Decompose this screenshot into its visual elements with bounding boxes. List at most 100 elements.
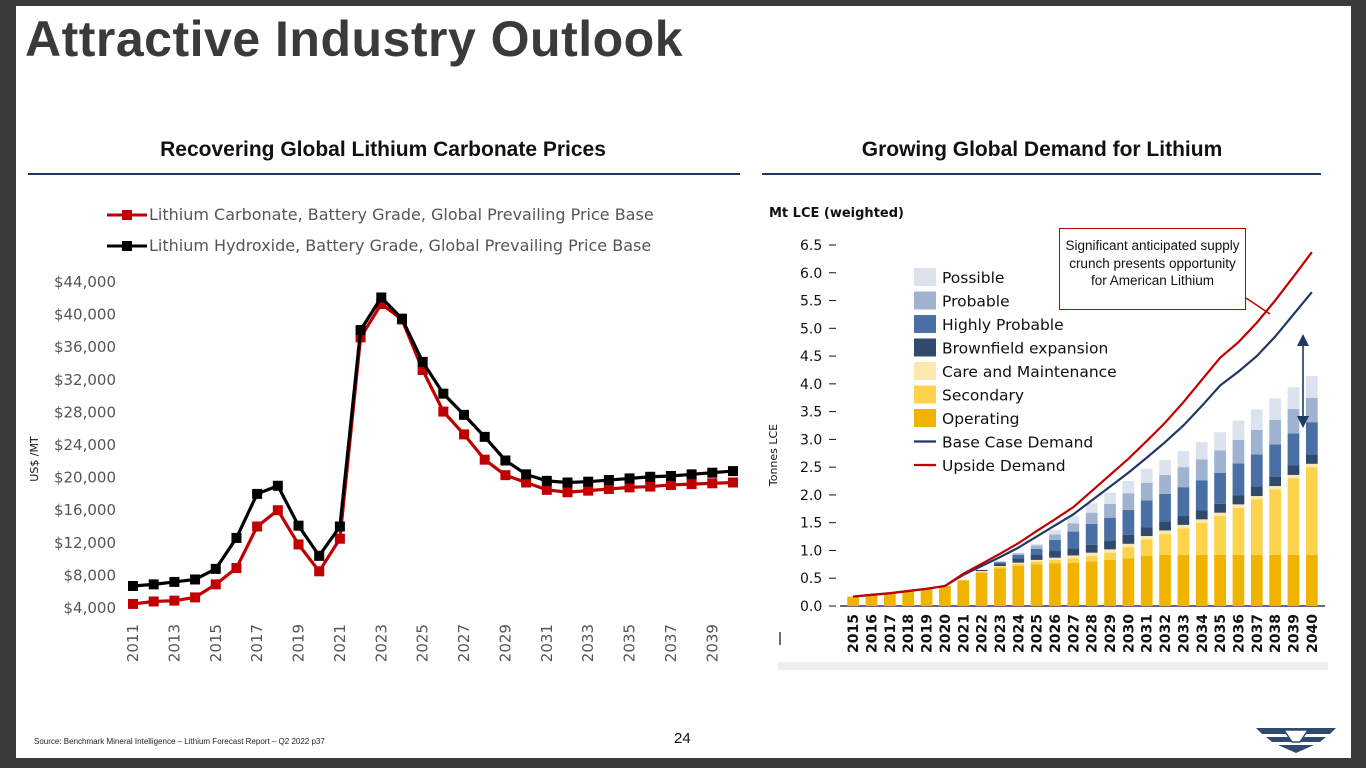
demand-bar-segment	[1030, 543, 1043, 546]
demand-bar-segment	[1030, 548, 1043, 555]
demand-x-tick-label: 2026	[1048, 614, 1064, 653]
demand-bar-segment	[1159, 554, 1171, 606]
gap-arrow-down-head	[1297, 416, 1309, 428]
demand-bar-segment	[1159, 474, 1171, 494]
demand-bar-segment	[902, 591, 915, 606]
demand-bar-segment	[1122, 543, 1135, 548]
price-point	[417, 356, 428, 367]
demand-bar-segment	[1122, 558, 1135, 606]
demand-bar-segment	[1214, 450, 1226, 473]
demand-legend-label: Secondary	[942, 387, 1024, 405]
demand-y-tick-label: 3.5	[800, 405, 822, 421]
demand-bar-segment	[1250, 496, 1263, 500]
demand-bar-segment	[1030, 554, 1043, 560]
demand-bar-segment	[1067, 516, 1080, 524]
demand-bar-segment	[1067, 558, 1080, 563]
demand-x-tick-label: 2029	[1103, 614, 1119, 653]
price-point	[707, 467, 718, 478]
price-y-tick-label: $24,000	[54, 436, 116, 454]
demand-bar-segment	[1232, 554, 1245, 606]
demand-x-tick-label: 2040	[1305, 614, 1321, 653]
price-point	[645, 471, 656, 482]
right-section-title: Growing Global Demand for Lithium	[861, 138, 1223, 161]
price-point	[334, 521, 345, 532]
demand-y-tick-label: 6.0	[800, 266, 822, 282]
demand-bar-segment	[1067, 523, 1080, 532]
price-x-tick-label: 2029	[496, 624, 514, 662]
price-x-tick-label: 2021	[331, 624, 349, 662]
price-point	[396, 313, 407, 324]
demand-legend-label: Brownfield expansion	[942, 340, 1108, 358]
demand-bar-segment	[1177, 528, 1190, 555]
demand-legend-swatch	[914, 338, 936, 357]
demand-bar-segment	[994, 566, 1006, 569]
demand-bar-segment	[1305, 376, 1318, 398]
demand-bar-segment	[883, 593, 896, 606]
demand-x-tick-label: 2016	[865, 614, 881, 653]
demand-legend-label: Probable	[942, 293, 1010, 311]
demand-bar-segment	[1012, 552, 1025, 554]
demand-bar-segment	[1250, 499, 1263, 555]
price-point	[293, 520, 304, 531]
price-series-line	[132, 294, 734, 588]
demand-bar-segment	[1214, 554, 1226, 606]
demand-bar-segment	[1269, 554, 1282, 606]
demand-x-tick-label: 2035	[1213, 614, 1229, 653]
demand-bar-segment	[1104, 549, 1116, 553]
price-x-tick-label: 2013	[165, 624, 183, 662]
demand-x-tick-label: 2036	[1231, 614, 1247, 653]
price-point	[355, 325, 366, 336]
demand-legend-swatch	[914, 315, 936, 333]
price-legend-label: Lithium Hydroxide, Battery Grade, Global…	[149, 236, 651, 255]
price-point	[562, 477, 573, 488]
demand-bar-segment	[1067, 531, 1080, 549]
demand-bar-segment	[1122, 481, 1135, 494]
demand-bar-segment	[1232, 439, 1245, 464]
demand-x-tick-label: 2030	[1121, 614, 1137, 653]
price-line-chart: $4,000 $8,000 $12,000 $16,000 $20,000 $24,000…	[28, 205, 738, 662]
price-point	[603, 484, 614, 495]
demand-x-tick-label: 2037	[1250, 614, 1266, 653]
demand-y-tick-label: 5.5	[800, 294, 822, 310]
price-x-tick-label: 2017	[248, 624, 266, 662]
demand-bar-segment	[1250, 486, 1263, 497]
price-point	[603, 475, 614, 486]
price-point	[148, 579, 159, 590]
demand-bar-segment	[1104, 559, 1116, 606]
price-point	[293, 539, 304, 550]
gap-arrow-up-head	[1297, 334, 1309, 346]
demand-bar-segment	[1067, 562, 1080, 606]
page-number: 24	[674, 730, 691, 747]
price-point	[541, 484, 552, 495]
demand-bar-segment	[939, 586, 951, 606]
page-title: Attractive Industry Outlook	[25, 11, 684, 67]
demand-x-tick-label: 2039	[1286, 614, 1302, 653]
demand-bar-segment	[1030, 545, 1043, 549]
price-point	[686, 479, 697, 490]
demand-bar-segment	[1195, 510, 1208, 520]
demand-bar-segment	[1232, 420, 1245, 440]
demand-y-tick-label: 4.0	[800, 377, 822, 393]
demand-x-tick-label: 2027	[1066, 614, 1082, 653]
demand-bar-segment	[1214, 516, 1226, 555]
price-point	[728, 466, 738, 477]
demand-x-tick-label: 2031	[1140, 614, 1156, 653]
price-point	[231, 532, 242, 543]
demand-bar-segment	[1214, 512, 1226, 517]
price-point	[624, 482, 635, 493]
price-y-tick-label: $36,000	[54, 338, 116, 356]
demand-x-tick-label: 2023	[993, 614, 1009, 653]
demand-legend-label: Upside Demand	[942, 457, 1066, 475]
demand-bar-segment	[975, 571, 988, 572]
price-point	[252, 488, 263, 499]
price-point	[210, 579, 221, 590]
demand-bar-segment	[1085, 523, 1098, 545]
price-point	[438, 406, 449, 417]
demand-bar-segment	[1195, 519, 1208, 523]
demand-bar-segment	[1177, 524, 1190, 529]
demand-bar-segment	[1140, 527, 1153, 537]
demand-y-tick-label: 5.0	[800, 321, 822, 337]
demand-bar-segment	[1140, 536, 1153, 540]
demand-x-tick-label: 2032	[1158, 614, 1174, 653]
price-legend-label: Lithium Carbonate, Battery Grade, Global…	[149, 205, 654, 224]
